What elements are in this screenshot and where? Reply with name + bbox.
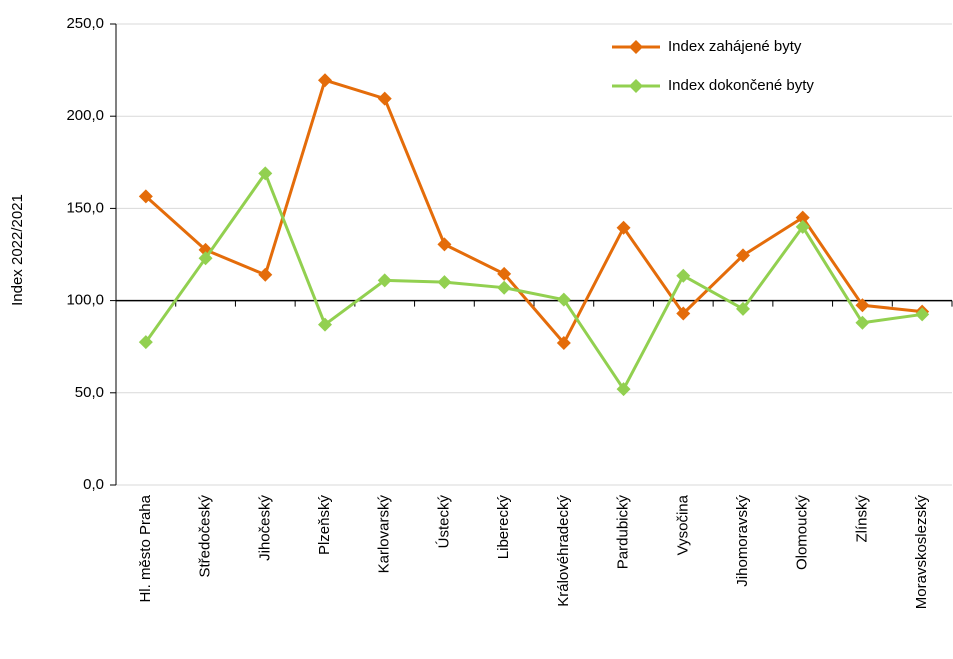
marker: [138, 335, 153, 350]
y-tick-label: 0,0: [83, 476, 104, 493]
marker: [915, 307, 930, 322]
y-tick-label: 50,0: [75, 384, 104, 401]
marker: [377, 273, 392, 288]
marker: [676, 268, 691, 283]
marker: [795, 210, 810, 225]
x-tick-label: Jihomoravský: [734, 495, 751, 587]
x-tick-label: Královéhradecký: [555, 495, 572, 607]
marker: [676, 306, 691, 321]
marker: [616, 220, 631, 235]
legend-marker: [629, 79, 643, 93]
x-tick-label: Zlínský: [853, 495, 870, 543]
marker: [616, 382, 631, 397]
marker: [198, 251, 213, 266]
marker: [318, 317, 332, 332]
marker: [855, 315, 870, 330]
x-tick-label: Moravskoslezský: [913, 495, 930, 610]
marker: [437, 237, 452, 252]
marker: [795, 219, 810, 234]
marker: [198, 242, 213, 257]
y-tick-label: 100,0: [66, 292, 104, 309]
x-tick-label: Liberecký: [495, 495, 512, 560]
y-axis-label: Index 2022/2021: [9, 194, 26, 306]
marker: [138, 189, 153, 204]
marker: [377, 91, 392, 106]
series-line: [144, 171, 923, 391]
legend-marker: [629, 40, 643, 54]
marker: [497, 266, 512, 281]
marker: [736, 248, 750, 263]
marker: [556, 336, 571, 351]
marker: [258, 166, 273, 181]
x-tick-label: Ústecký: [435, 495, 452, 549]
marker: [556, 292, 571, 307]
series-line: [144, 78, 923, 345]
marker: [318, 73, 332, 88]
marker: [497, 280, 512, 295]
y-tick-label: 250,0: [66, 15, 104, 32]
x-tick-label: Vysočina: [674, 494, 691, 555]
x-tick-label: Karlovarský: [376, 495, 393, 574]
y-tick-label: 150,0: [66, 199, 104, 216]
marker: [736, 301, 750, 316]
x-tick-label: Pardubický: [615, 495, 632, 570]
x-tick-label: Olomoucký: [794, 495, 811, 571]
marker: [258, 267, 273, 282]
legend-label: Index zahájené byty: [668, 38, 802, 55]
x-tick-label: Plzeňský: [316, 495, 333, 556]
marker: [437, 275, 452, 290]
x-tick-label: Středočeský: [197, 495, 214, 578]
y-tick-label: 200,0: [66, 107, 104, 124]
x-tick-label: Jihočeský: [256, 495, 273, 561]
marker: [855, 298, 870, 313]
x-tick-label: Hl. město Praha: [137, 494, 154, 602]
legend-label: Index dokončené byty: [668, 77, 814, 94]
